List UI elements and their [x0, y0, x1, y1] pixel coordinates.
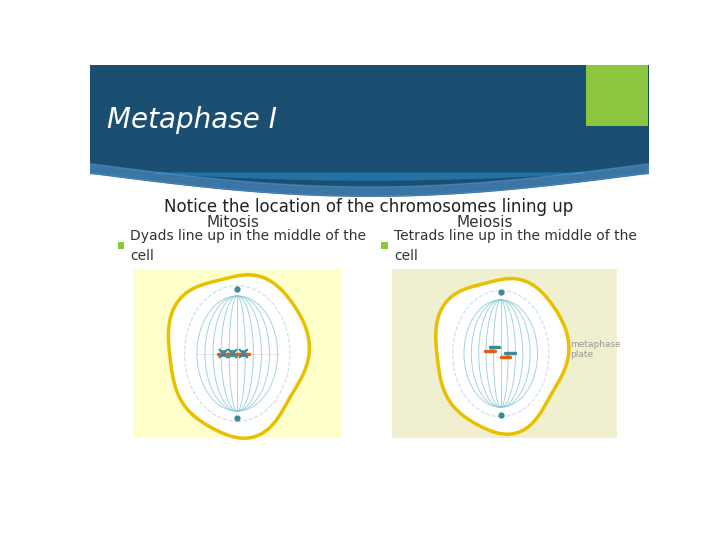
Text: Dyads line up in the middle of the
cell: Dyads line up in the middle of the cell: [130, 229, 366, 262]
FancyBboxPatch shape: [586, 65, 648, 126]
Polygon shape: [168, 275, 310, 438]
Text: metaphase
plate: metaphase plate: [570, 340, 621, 360]
FancyBboxPatch shape: [392, 269, 617, 438]
Ellipse shape: [184, 286, 290, 421]
Text: Metaphase I: Metaphase I: [107, 106, 277, 134]
Ellipse shape: [453, 291, 549, 417]
Polygon shape: [436, 279, 569, 434]
Text: Notice the location of the chromosomes lining up: Notice the location of the chromosomes l…: [164, 198, 574, 216]
Text: Mitosis: Mitosis: [207, 215, 260, 230]
Text: Tetrads line up in the middle of the
cell: Tetrads line up in the middle of the cel…: [394, 229, 636, 262]
FancyBboxPatch shape: [132, 269, 342, 438]
Text: Meiosis: Meiosis: [457, 215, 513, 230]
